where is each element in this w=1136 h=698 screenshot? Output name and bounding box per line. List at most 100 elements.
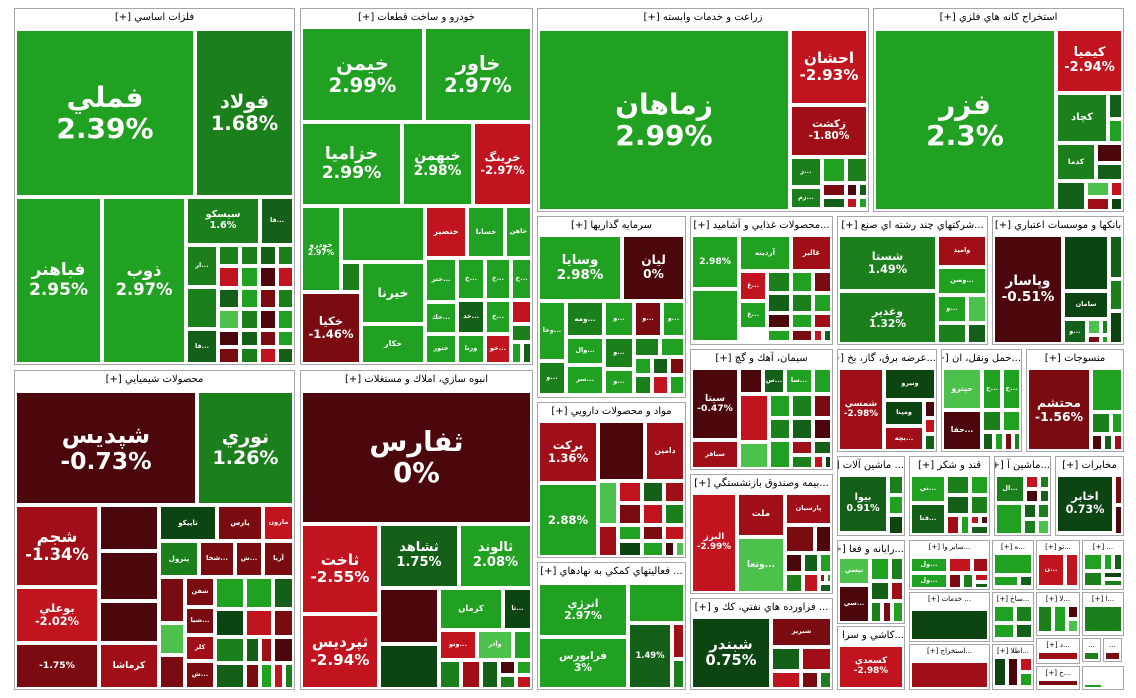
stock-tile[interactable]: فولاد 1.68%: [196, 30, 293, 196]
stock-tile[interactable]: آردينه: [740, 236, 790, 270]
mini-tile[interactable]: [1102, 320, 1108, 334]
mini-tile[interactable]: [219, 331, 239, 346]
sector-header[interactable]: استخراج کانه هاي فلزي [+]: [874, 9, 1123, 27]
stock-tile[interactable]: شمسي -2.98%: [839, 369, 883, 450]
mini-tile[interactable]: [1084, 606, 1122, 632]
mini-tile[interactable]: 1.49%: [629, 624, 671, 688]
mini-tile[interactable]: [1092, 435, 1102, 450]
mini-tile[interactable]: [1110, 312, 1122, 343]
mini-tile[interactable]: [770, 395, 790, 417]
mini-tile[interactable]: [971, 526, 988, 534]
mini-tile[interactable]: [643, 542, 663, 556]
stock-tile[interactable]: کلر: [186, 636, 214, 660]
stock-tile[interactable]: ...خ: [486, 259, 510, 299]
stock-tile[interactable]: ...خ: [512, 259, 531, 299]
stock-tile[interactable]: پارسيان: [786, 494, 831, 524]
stock-tile[interactable]: ...وصن: [938, 268, 986, 294]
sector-header[interactable]: ...استخراج [+]: [910, 645, 989, 657]
mini-tile[interactable]: [768, 314, 790, 328]
mini-tile[interactable]: [925, 401, 935, 417]
stock-tile[interactable]: خرينگ -2.97%: [474, 123, 531, 205]
sector-header[interactable]: ...عرضه برق، گاز، بخ [+]: [838, 350, 936, 368]
mini-tile[interactable]: [241, 310, 258, 329]
mini-tile[interactable]: [1057, 182, 1085, 210]
mini-tile[interactable]: [820, 672, 831, 688]
stock-tile[interactable]: خاور 2.97%: [425, 28, 531, 121]
stock-tile[interactable]: برکت 1.36%: [539, 422, 597, 482]
mini-tile[interactable]: [740, 395, 768, 441]
mini-tile[interactable]: [512, 343, 521, 363]
mini-tile[interactable]: [342, 263, 360, 291]
stock-tile[interactable]: خنصير: [426, 207, 466, 257]
mini-tile[interactable]: [891, 582, 903, 600]
mini-tile[interactable]: [1104, 580, 1122, 586]
sector-header[interactable]: ...: [1104, 639, 1121, 651]
mini-tile[interactable]: [1014, 433, 1020, 450]
sector-header[interactable]: ...محصولات غذايي و آشاميد [+]: [691, 217, 832, 235]
stock-tile[interactable]: ثشاهد 1.75%: [380, 525, 458, 587]
mini-tile[interactable]: [1104, 572, 1122, 578]
stock-tile[interactable]: پترول: [160, 542, 198, 576]
stock-tile[interactable]: ...ني: [911, 476, 945, 502]
mini-tile[interactable]: [1088, 320, 1100, 334]
mini-tile[interactable]: [274, 610, 293, 636]
mini-tile[interactable]: [1102, 336, 1108, 343]
stock-tile[interactable]: فرابورس 3%: [539, 638, 627, 688]
mini-tile[interactable]: [792, 395, 812, 417]
mini-tile[interactable]: [1114, 435, 1122, 450]
stock-tile[interactable]: وسايا 2.98%: [539, 236, 621, 300]
stock-tile[interactable]: ...بچه: [885, 427, 923, 450]
mini-tile[interactable]: [1038, 504, 1049, 518]
stock-tile[interactable]: خکار: [362, 325, 424, 363]
sector-header[interactable]: فلزات اساسي [+]: [15, 9, 294, 27]
mini-tile[interactable]: [889, 496, 903, 514]
mini-tile[interactable]: [1016, 624, 1032, 638]
stock-tile[interactable]: ...فا: [261, 198, 293, 244]
mini-tile[interactable]: [278, 246, 293, 265]
stock-tile[interactable]: ومپنا: [885, 401, 923, 425]
mini-tile[interactable]: [814, 395, 831, 417]
stock-tile[interactable]: ...ح: [983, 369, 1001, 409]
sector-header[interactable]: ...سایر وا [+]: [910, 541, 989, 553]
mini-tile[interactable]: [278, 348, 293, 363]
mini-tile[interactable]: [1112, 413, 1122, 433]
sector-header[interactable]: ... فراورده هاي نفتي، کك و [+]: [691, 599, 832, 617]
mini-tile[interactable]: [673, 660, 684, 688]
stock-tile[interactable]: بيوا 0.91%: [839, 476, 887, 532]
stock-tile[interactable]: خزاميا 2.99%: [302, 123, 401, 205]
mini-tile[interactable]: [380, 645, 438, 688]
sector-header[interactable]: ...حمل ونقل، ان [+]: [942, 350, 1021, 368]
stock-tile[interactable]: ثپرديس -2.94%: [302, 615, 378, 688]
mini-tile[interactable]: [1038, 680, 1078, 686]
stock-tile[interactable]: ...ش: [236, 542, 262, 576]
mini-tile[interactable]: [1092, 369, 1122, 411]
stock-tile[interactable]: ...ال: [996, 476, 1024, 502]
stock-tile[interactable]: دامين: [646, 422, 684, 480]
stock-tile[interactable]: ...وخا: [539, 302, 565, 360]
mini-tile[interactable]: [772, 648, 800, 670]
sector-header[interactable]: ...د [+]: [1037, 639, 1079, 651]
stock-tile[interactable]: خيمن 2.99%: [302, 28, 423, 121]
mini-tile[interactable]: [219, 267, 239, 287]
stock-tile[interactable]: شپديس -0.73%: [16, 392, 196, 504]
mini-tile[interactable]: [804, 574, 818, 592]
stock-tile[interactable]: شبندر 0.75%: [692, 618, 770, 688]
stock-tile[interactable]: حپترو: [943, 369, 981, 409]
mini-tile[interactable]: [1026, 476, 1038, 488]
mini-tile[interactable]: [261, 638, 272, 662]
sector-header[interactable]: انبوه سازي، املاك و مستغلات [+]: [301, 371, 532, 389]
mini-tile[interactable]: [380, 589, 438, 643]
mini-tile[interactable]: [216, 610, 244, 636]
mini-tile[interactable]: [1016, 606, 1032, 622]
mini-tile[interactable]: [1066, 554, 1078, 586]
stock-tile[interactable]: ...ثا: [504, 589, 531, 629]
mini-tile[interactable]: [770, 441, 790, 468]
sector-header[interactable]: ...شرکتهاي چند رشته اي صنع [+]: [838, 217, 987, 235]
mini-tile[interactable]: [891, 558, 903, 580]
mini-tile[interactable]: [814, 272, 831, 292]
mini-tile[interactable]: [1068, 620, 1078, 632]
stock-tile[interactable]: ذوب 2.97%: [103, 198, 185, 363]
stock-tile[interactable]: ...ح: [1003, 369, 1020, 409]
mini-tile[interactable]: [1020, 576, 1032, 586]
mini-tile[interactable]: [1104, 435, 1112, 450]
